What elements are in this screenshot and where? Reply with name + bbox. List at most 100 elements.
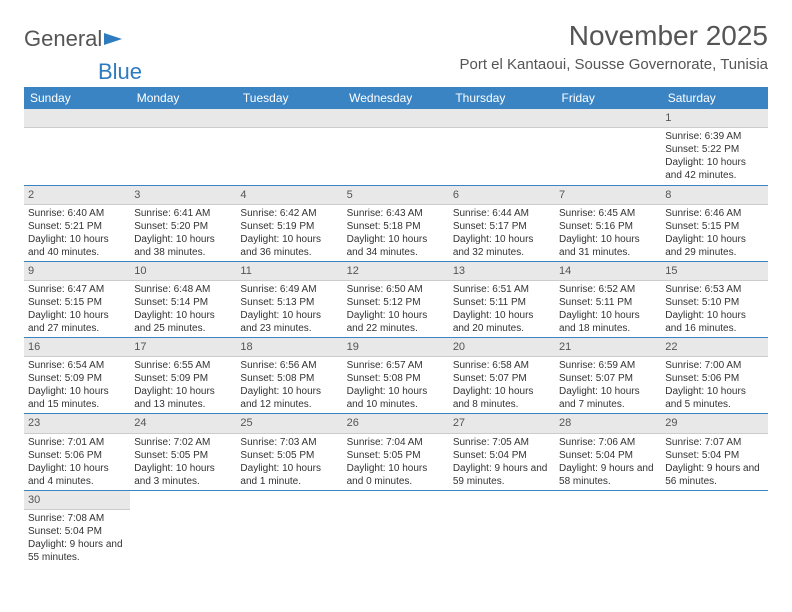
daylight-text: Daylight: 10 hours and 5 minutes. <box>665 385 763 411</box>
sunset-text: Sunset: 5:05 PM <box>347 449 445 462</box>
sunrise-text: Sunrise: 7:06 AM <box>559 436 657 449</box>
calendar-day-cell <box>449 490 555 566</box>
calendar-week-row: 30Sunrise: 7:08 AMSunset: 5:04 PMDayligh… <box>24 490 768 566</box>
calendar-day-cell: 21Sunrise: 6:59 AMSunset: 5:07 PMDayligh… <box>555 338 661 414</box>
sunrise-text: Sunrise: 6:46 AM <box>665 207 763 220</box>
daylight-text: Daylight: 10 hours and 1 minute. <box>240 462 338 488</box>
day-content: Sunrise: 6:47 AMSunset: 5:15 PMDaylight:… <box>24 281 130 337</box>
day-number: 27 <box>449 414 555 433</box>
flag-icon <box>104 33 122 45</box>
sunset-text: Sunset: 5:04 PM <box>559 449 657 462</box>
calendar-day-cell: 14Sunrise: 6:52 AMSunset: 5:11 PMDayligh… <box>555 261 661 337</box>
day-number: 22 <box>661 338 767 357</box>
day-number: 1 <box>661 109 767 128</box>
brand-logo: General <box>24 20 124 52</box>
day-header: Monday <box>130 87 236 109</box>
day-number: 19 <box>343 338 449 357</box>
sunset-text: Sunset: 5:18 PM <box>347 220 445 233</box>
day-number: 12 <box>343 262 449 281</box>
sunset-text: Sunset: 5:11 PM <box>559 296 657 309</box>
calendar-day-cell: 16Sunrise: 6:54 AMSunset: 5:09 PMDayligh… <box>24 338 130 414</box>
day-content: Sunrise: 6:41 AMSunset: 5:20 PMDaylight:… <box>130 205 236 261</box>
daylight-text: Daylight: 10 hours and 7 minutes. <box>559 385 657 411</box>
sunrise-text: Sunrise: 6:58 AM <box>453 359 551 372</box>
day-number: 7 <box>555 186 661 205</box>
daylight-text: Daylight: 9 hours and 58 minutes. <box>559 462 657 488</box>
calendar-day-cell <box>343 109 449 185</box>
sunset-text: Sunset: 5:10 PM <box>665 296 763 309</box>
day-number-empty <box>343 109 449 128</box>
day-content: Sunrise: 6:52 AMSunset: 5:11 PMDaylight:… <box>555 281 661 337</box>
daylight-text: Daylight: 9 hours and 56 minutes. <box>665 462 763 488</box>
sunrise-text: Sunrise: 7:07 AM <box>665 436 763 449</box>
day-number: 13 <box>449 262 555 281</box>
calendar-table: SundayMondayTuesdayWednesdayThursdayFrid… <box>24 87 768 566</box>
daylight-text: Daylight: 10 hours and 10 minutes. <box>347 385 445 411</box>
calendar-week-row: 2Sunrise: 6:40 AMSunset: 5:21 PMDaylight… <box>24 185 768 261</box>
daylight-text: Daylight: 9 hours and 59 minutes. <box>453 462 551 488</box>
day-content: Sunrise: 6:54 AMSunset: 5:09 PMDaylight:… <box>24 357 130 413</box>
sunrise-text: Sunrise: 7:08 AM <box>28 512 126 525</box>
day-number: 29 <box>661 414 767 433</box>
daylight-text: Daylight: 10 hours and 27 minutes. <box>28 309 126 335</box>
sunrise-text: Sunrise: 6:54 AM <box>28 359 126 372</box>
sunset-text: Sunset: 5:06 PM <box>665 372 763 385</box>
sunrise-text: Sunrise: 6:59 AM <box>559 359 657 372</box>
calendar-week-row: 9Sunrise: 6:47 AMSunset: 5:15 PMDaylight… <box>24 261 768 337</box>
brand-part2: Blue <box>98 59 142 84</box>
calendar-week-row: 23Sunrise: 7:01 AMSunset: 5:06 PMDayligh… <box>24 414 768 490</box>
calendar-day-cell: 2Sunrise: 6:40 AMSunset: 5:21 PMDaylight… <box>24 185 130 261</box>
month-title: November 2025 <box>459 20 768 52</box>
daylight-text: Daylight: 10 hours and 34 minutes. <box>347 233 445 259</box>
calendar-day-cell: 4Sunrise: 6:42 AMSunset: 5:19 PMDaylight… <box>236 185 342 261</box>
daylight-text: Daylight: 10 hours and 18 minutes. <box>559 309 657 335</box>
day-content: Sunrise: 6:43 AMSunset: 5:18 PMDaylight:… <box>343 205 449 261</box>
calendar-day-cell: 19Sunrise: 6:57 AMSunset: 5:08 PMDayligh… <box>343 338 449 414</box>
day-content: Sunrise: 7:07 AMSunset: 5:04 PMDaylight:… <box>661 434 767 490</box>
calendar-day-cell: 11Sunrise: 6:49 AMSunset: 5:13 PMDayligh… <box>236 261 342 337</box>
calendar-day-cell <box>130 109 236 185</box>
calendar-day-cell: 20Sunrise: 6:58 AMSunset: 5:07 PMDayligh… <box>449 338 555 414</box>
day-header: Tuesday <box>236 87 342 109</box>
day-number: 3 <box>130 186 236 205</box>
day-number: 25 <box>236 414 342 433</box>
day-content: Sunrise: 6:48 AMSunset: 5:14 PMDaylight:… <box>130 281 236 337</box>
sunrise-text: Sunrise: 7:00 AM <box>665 359 763 372</box>
sunset-text: Sunset: 5:15 PM <box>665 220 763 233</box>
daylight-text: Daylight: 9 hours and 55 minutes. <box>28 538 126 564</box>
day-number: 5 <box>343 186 449 205</box>
day-header: Saturday <box>661 87 767 109</box>
sunset-text: Sunset: 5:08 PM <box>347 372 445 385</box>
day-number-empty <box>236 109 342 128</box>
daylight-text: Daylight: 10 hours and 15 minutes. <box>28 385 126 411</box>
day-content: Sunrise: 6:57 AMSunset: 5:08 PMDaylight:… <box>343 357 449 413</box>
daylight-text: Daylight: 10 hours and 36 minutes. <box>240 233 338 259</box>
sunset-text: Sunset: 5:04 PM <box>665 449 763 462</box>
calendar-day-cell <box>661 490 767 566</box>
sunset-text: Sunset: 5:04 PM <box>28 525 126 538</box>
day-content: Sunrise: 6:46 AMSunset: 5:15 PMDaylight:… <box>661 205 767 261</box>
calendar-week-row: 16Sunrise: 6:54 AMSunset: 5:09 PMDayligh… <box>24 338 768 414</box>
calendar-week-row: 1Sunrise: 6:39 AMSunset: 5:22 PMDaylight… <box>24 109 768 185</box>
calendar-day-cell: 6Sunrise: 6:44 AMSunset: 5:17 PMDaylight… <box>449 185 555 261</box>
sunrise-text: Sunrise: 6:49 AM <box>240 283 338 296</box>
day-number: 18 <box>236 338 342 357</box>
sunrise-text: Sunrise: 7:03 AM <box>240 436 338 449</box>
sunset-text: Sunset: 5:09 PM <box>134 372 232 385</box>
day-content: Sunrise: 6:59 AMSunset: 5:07 PMDaylight:… <box>555 357 661 413</box>
calendar-day-cell: 26Sunrise: 7:04 AMSunset: 5:05 PMDayligh… <box>343 414 449 490</box>
sunset-text: Sunset: 5:16 PM <box>559 220 657 233</box>
daylight-text: Daylight: 10 hours and 38 minutes. <box>134 233 232 259</box>
daylight-text: Daylight: 10 hours and 0 minutes. <box>347 462 445 488</box>
calendar-day-cell <box>130 490 236 566</box>
calendar-body: 1Sunrise: 6:39 AMSunset: 5:22 PMDaylight… <box>24 109 768 566</box>
day-content: Sunrise: 6:56 AMSunset: 5:08 PMDaylight:… <box>236 357 342 413</box>
sunset-text: Sunset: 5:21 PM <box>28 220 126 233</box>
calendar-day-cell <box>555 490 661 566</box>
daylight-text: Daylight: 10 hours and 13 minutes. <box>134 385 232 411</box>
daylight-text: Daylight: 10 hours and 3 minutes. <box>134 462 232 488</box>
location-subtitle: Port el Kantaoui, Sousse Governorate, Tu… <box>459 56 768 73</box>
sunset-text: Sunset: 5:07 PM <box>453 372 551 385</box>
calendar-day-cell <box>449 109 555 185</box>
calendar-day-cell: 27Sunrise: 7:05 AMSunset: 5:04 PMDayligh… <box>449 414 555 490</box>
